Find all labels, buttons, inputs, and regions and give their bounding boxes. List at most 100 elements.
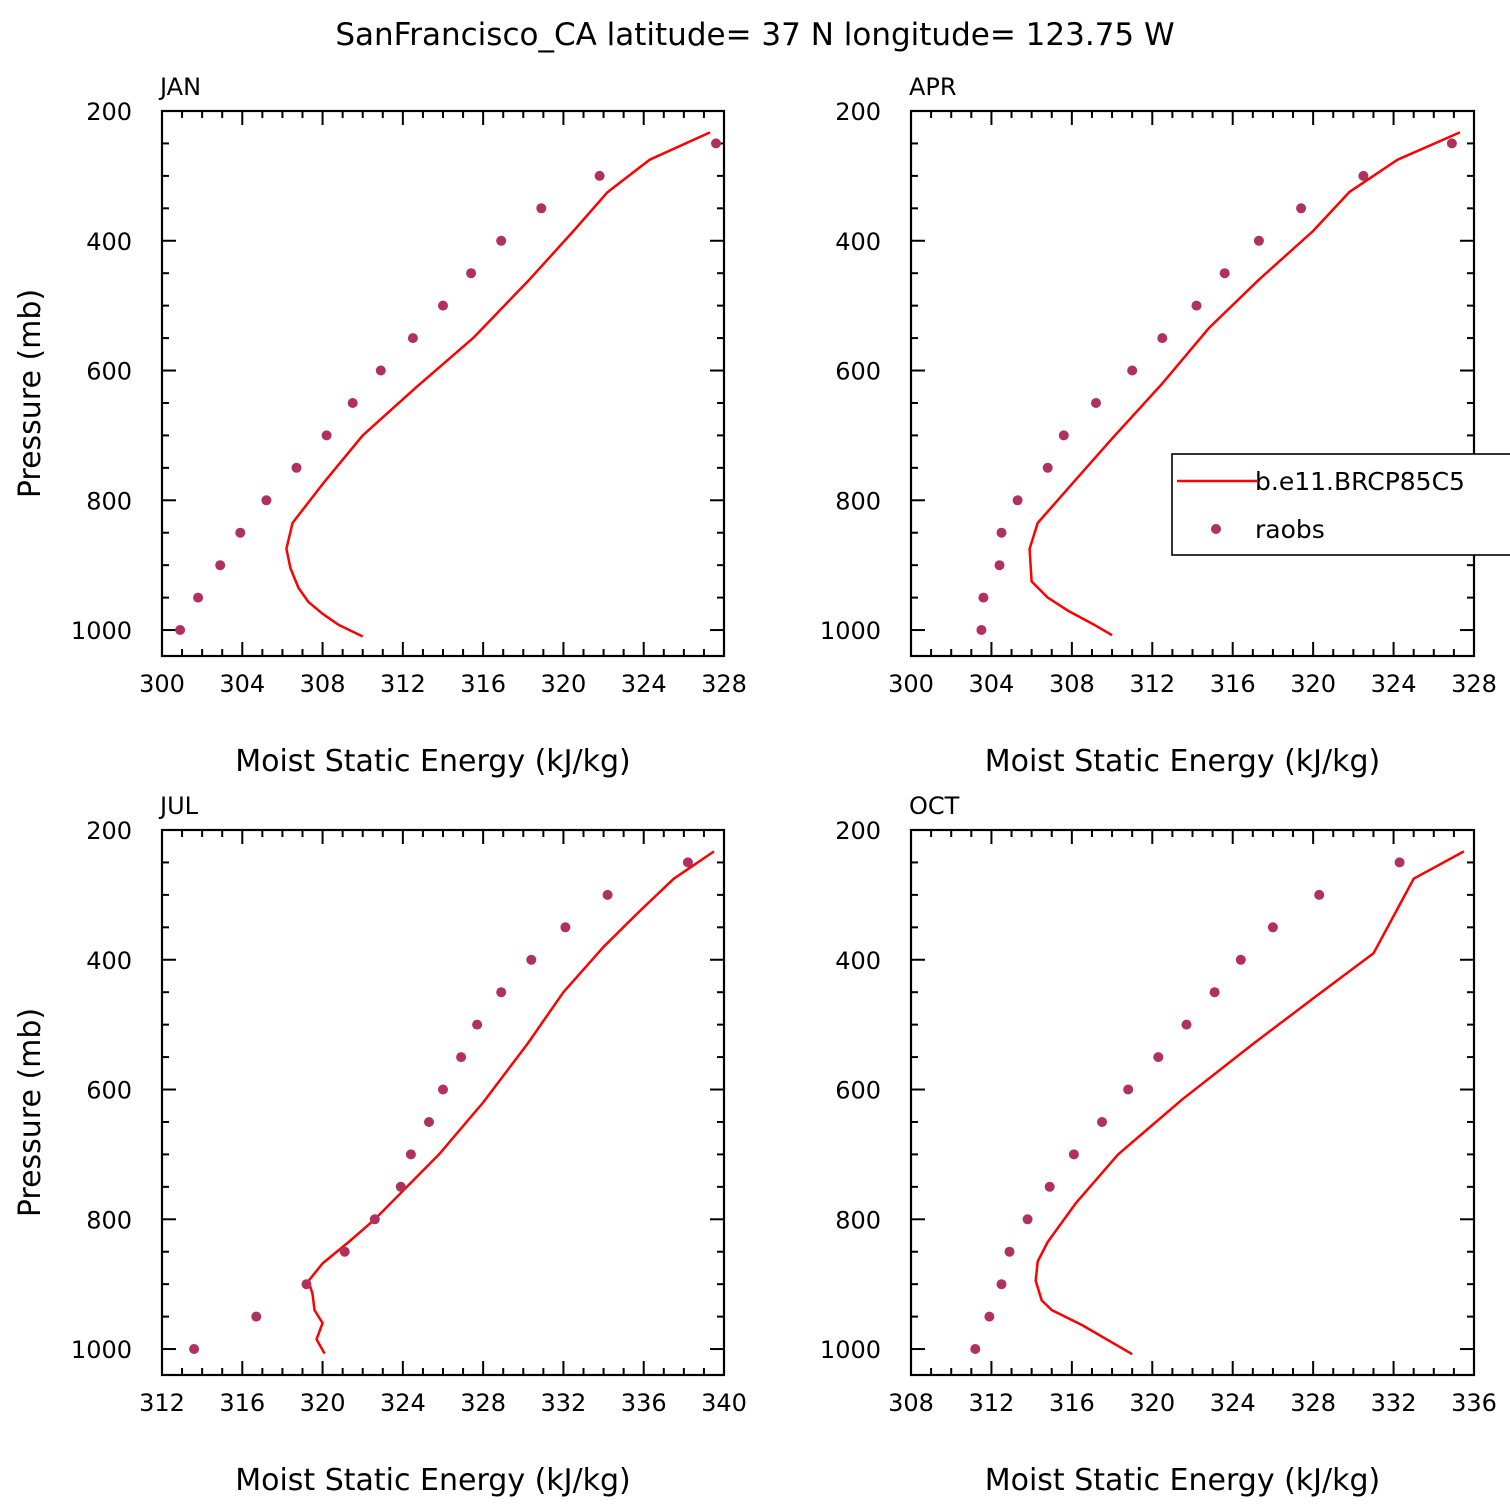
model-line <box>1028 131 1461 637</box>
x-tick-label: 312 <box>139 1389 185 1417</box>
raobs-point <box>1191 300 1202 311</box>
model-line <box>285 131 711 638</box>
y-tick-label: 600 <box>86 1077 132 1105</box>
x-tick-label: 316 <box>1049 1389 1095 1417</box>
raobs-point <box>970 1344 981 1354</box>
panel-label: APR <box>909 73 957 101</box>
y-tick-label: 600 <box>835 1077 881 1105</box>
legend-marker-swatch <box>1211 524 1221 534</box>
x-tick-label: 308 <box>888 1389 934 1417</box>
plot-frame <box>160 109 726 658</box>
raobs-point <box>1181 1019 1192 1030</box>
raobs-point <box>1123 1084 1134 1095</box>
raobs-point <box>996 1279 1007 1290</box>
raobs-point <box>1394 857 1405 868</box>
legend-label-obs: raobs <box>1255 515 1325 544</box>
y-tick-label: 1000 <box>71 1336 132 1364</box>
model-line <box>307 850 715 1355</box>
x-tick-label: 324 <box>1210 1389 1256 1417</box>
x-tick-label: 332 <box>541 1389 587 1417</box>
raobs-point <box>251 1311 262 1322</box>
x-axis-label: Moist Static Energy (kJ/kg) <box>985 744 1381 779</box>
plot-frame <box>909 828 1476 1377</box>
x-tick-label: 300 <box>139 670 185 698</box>
raobs-point <box>1209 987 1220 998</box>
x-tick-label: 324 <box>1371 670 1417 698</box>
y-tick-label: 200 <box>86 98 132 126</box>
raobs-point <box>602 889 613 900</box>
raobs-point <box>1358 170 1369 181</box>
y-tick-label: 1000 <box>71 617 132 645</box>
raobs-point <box>347 398 358 408</box>
y-tick-label: 1000 <box>820 1336 881 1364</box>
raobs-point <box>438 1084 448 1095</box>
y-tick-label: 1000 <box>820 617 881 645</box>
x-tick-label: 324 <box>380 1389 426 1417</box>
raobs-point <box>261 495 272 506</box>
raobs-point <box>424 1117 434 1127</box>
x-tick-label: 304 <box>219 670 265 698</box>
y-tick-label: 200 <box>835 817 881 845</box>
x-tick-label: 328 <box>701 670 747 698</box>
x-tick-label: 316 <box>219 1389 265 1417</box>
raobs-point <box>395 1181 406 1192</box>
y-tick-label: 800 <box>835 487 881 515</box>
raobs-point <box>193 592 204 603</box>
raobs-point <box>994 560 1005 571</box>
x-tick-label: 320 <box>1129 1389 1175 1417</box>
raobs-point <box>1153 1052 1164 1063</box>
y-tick-label: 800 <box>86 1206 132 1234</box>
y-tick-label: 400 <box>835 228 881 256</box>
y-tick-label: 400 <box>835 947 881 975</box>
raobs-point <box>466 268 477 279</box>
panel-jan: JAN 300 304 308 312 316 320 324 328 200 400 600 800 1… <box>13 73 747 779</box>
y-tick-label: 400 <box>86 947 132 975</box>
y-tick-label: 200 <box>86 817 132 845</box>
raobs-point <box>456 1052 467 1063</box>
raobs-point <box>1091 398 1101 408</box>
raobs-point <box>711 138 721 149</box>
raobs-point <box>1044 1181 1055 1192</box>
x-tick-label: 332 <box>1371 1389 1417 1417</box>
x-tick-label: 320 <box>1290 670 1336 698</box>
raobs-point <box>407 333 418 344</box>
raobs-point <box>1042 462 1053 473</box>
panel-apr: APR 300 304 308 312 316 320 324 328 200 400 600 800 1… <box>820 73 1497 779</box>
raobs-point <box>682 857 693 868</box>
raobs-point <box>1157 333 1168 344</box>
raobs-point <box>235 527 246 538</box>
raobs-point <box>175 625 186 635</box>
y-tick-label: 400 <box>86 228 132 256</box>
panel-jul: JUL 312 316 320 324 328 332 336 340 200 400 600 800 1… <box>13 792 747 1498</box>
y-axis-label: Pressure (mb) <box>13 1008 48 1217</box>
x-axis-label: Moist Static Energy (kJ/kg) <box>235 744 631 779</box>
plot-frame <box>909 109 1476 658</box>
x-tick-label: 300 <box>888 670 934 698</box>
raobs-point <box>1267 922 1278 933</box>
chart-title: SanFrancisco_CA latitude= 37 N longitude… <box>335 17 1174 53</box>
x-tick-label: 328 <box>1290 1389 1336 1417</box>
raobs-point <box>1068 1149 1079 1160</box>
raobs-point <box>189 1344 200 1354</box>
raobs-point <box>1012 495 1023 506</box>
raobs-point <box>984 1311 995 1322</box>
x-axis-label: Moist Static Energy (kJ/kg) <box>235 1463 631 1498</box>
legend: b.e11.BRCP85C5 raobs <box>1171 453 1510 556</box>
y-tick-label: 600 <box>86 358 132 386</box>
x-tick-label: 336 <box>1451 1389 1497 1417</box>
x-tick-label: 304 <box>969 670 1015 698</box>
raobs-point <box>339 1246 350 1257</box>
raobs-point <box>996 527 1007 538</box>
x-tick-label: 308 <box>300 670 346 698</box>
raobs-point <box>472 1019 483 1030</box>
raobs-point <box>375 365 386 376</box>
x-tick-label: 308 <box>1049 670 1095 698</box>
raobs-point <box>1314 889 1325 900</box>
raobs-point <box>536 203 547 214</box>
raobs-point <box>1446 138 1457 149</box>
x-tick-label: 336 <box>621 1389 667 1417</box>
y-tick-label: 200 <box>835 98 881 126</box>
raobs-point <box>321 430 332 441</box>
x-tick-label: 340 <box>701 1389 747 1417</box>
